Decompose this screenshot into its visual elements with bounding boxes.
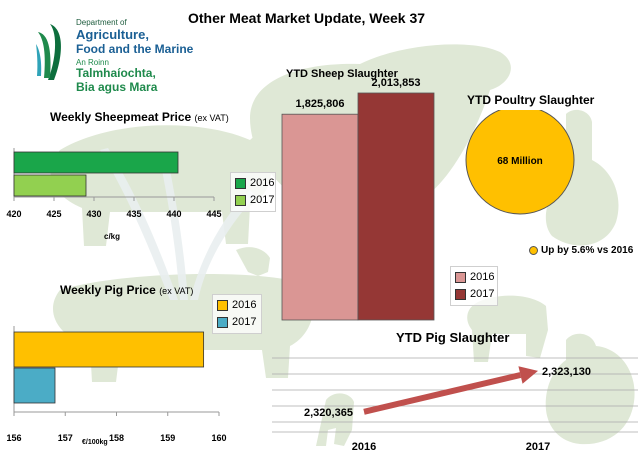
wheat-silhouette-icon [100,148,178,300]
poultry-change-label: Up by 5.6% vs 2016 [541,245,634,256]
pig-price-title-text: Weekly Pig Price [60,283,156,297]
data-label: 1,825,806 [296,98,345,110]
legend-label: 2016 [232,299,257,311]
legend-label: 2017 [232,316,257,328]
legend-item-2016: 2016 [235,177,274,189]
x-tick-label: 2016 [352,441,376,453]
logo-line-6: Bia agus Mara [76,80,158,94]
data-label: 2,323,130 [542,366,591,378]
data-label: 2,013,853 [372,77,421,89]
pie-slice [465,110,575,215]
legend-label: 2016 [470,271,495,283]
goose-silhouette-icon [545,109,619,246]
pig-price-chart: 156 157 158 159 160 [6,326,227,443]
pig-slaughter-title: YTD Pig Slaughter [396,330,510,345]
series-line [363,372,522,415]
sheepmeat-title-note: (ex VAT) [194,113,229,123]
sheep-slaughter-chart: 1,825,806 2,013,853 [281,77,435,321]
x-tick-label: 430 [86,209,101,219]
pig-price-legend: 2016 2017 [212,294,262,334]
pig-price-axis-label: €/100kg [82,439,108,446]
sheepmeat-axis-label: c/kg [104,232,121,241]
poultry-slaughter-title: YTD Poultry Slaughter [467,93,595,107]
poultry-pie-chart: 68 Million [465,110,575,215]
data-label: 2,320,365 [304,407,353,419]
x-tick-label: 2017 [526,441,550,453]
x-tick-label: 420 [6,209,21,219]
legend-swatch-icon [235,194,246,206]
department-logo: Department of Agriculture, Food and the … [32,18,193,94]
sheepmeat-chart-title: Weekly Sheepmeat Price (ex VAT) [50,110,229,124]
bar-2017 [13,174,87,197]
legend-swatch-icon [217,299,228,311]
sheepmeat-legend: 2016 2017 [230,172,276,212]
legend-swatch-icon [455,271,466,283]
x-tick-label: 156 [6,433,21,443]
legend-dot-icon [529,246,538,255]
poultry-legend: Up by 5.6% vs 2016 [529,245,633,256]
hen-silhouette-icon [545,333,635,445]
sheep-slaughter-title: YTD Sheep Slaughter [286,68,398,80]
legend-item-2016: 2016 [455,271,494,283]
pig-price-title-note: (ex VAT) [159,286,194,296]
legend-item-2017: 2017 [235,194,274,206]
x-tick-label: 160 [211,433,226,443]
wheat-silhouette-icon [160,160,188,300]
x-tick-label: 445 [206,209,221,219]
bar-2017 [13,367,56,404]
lamb-silhouette-icon [316,393,354,446]
x-tick-label: 425 [46,209,61,219]
pie-data-label: 68 Million [497,156,543,167]
harp-logo-icon [36,24,61,80]
arrowhead-icon [518,366,538,384]
rooster-silhouette-icon [236,247,270,276]
legend-label: 2016 [250,177,275,189]
bar-2017 [357,92,435,321]
x-tick-label: 435 [126,209,141,219]
legend-swatch-icon [217,316,228,328]
logo-line-5: Talmhaíochta, [76,66,156,80]
sheep-slaughter-legend: 2016 2017 [450,266,498,306]
logo-line-3: Food and the Marine [76,42,194,56]
pig-slaughter-chart: 2,320,365 2,323,130 2016 2017 [272,357,638,453]
legend-label: 2017 [470,288,495,300]
x-tick-label: 158 [109,433,124,443]
x-tick-label: 157 [58,433,73,443]
legend-item-2017: 2017 [455,288,494,300]
x-tick-label: 159 [160,433,175,443]
x-tick-label: 440 [166,209,181,219]
legend-swatch-icon [235,177,246,189]
legend-item-2017: 2017 [217,316,256,328]
legend-label: 2017 [250,194,275,206]
bar-2016 [13,151,179,174]
bar-2016 [281,113,359,321]
pig-price-chart-title: Weekly Pig Price (ex VAT) [60,283,193,297]
bar-2016 [13,331,205,368]
legend-item-2016: 2016 [217,299,256,311]
logo-line-2: Agriculture, [76,27,149,42]
sheepmeat-price-chart: 420 425 430 435 440 445 [6,148,222,219]
legend-swatch-icon [455,288,466,300]
page-title: Other Meat Market Update, Week 37 [188,10,426,26]
logo-line-1: Department of [76,18,127,27]
sheepmeat-title-text: Weekly Sheepmeat Price [50,110,192,124]
calf-silhouette-icon [467,295,548,362]
logo-line-4: An Roinn [76,58,109,67]
